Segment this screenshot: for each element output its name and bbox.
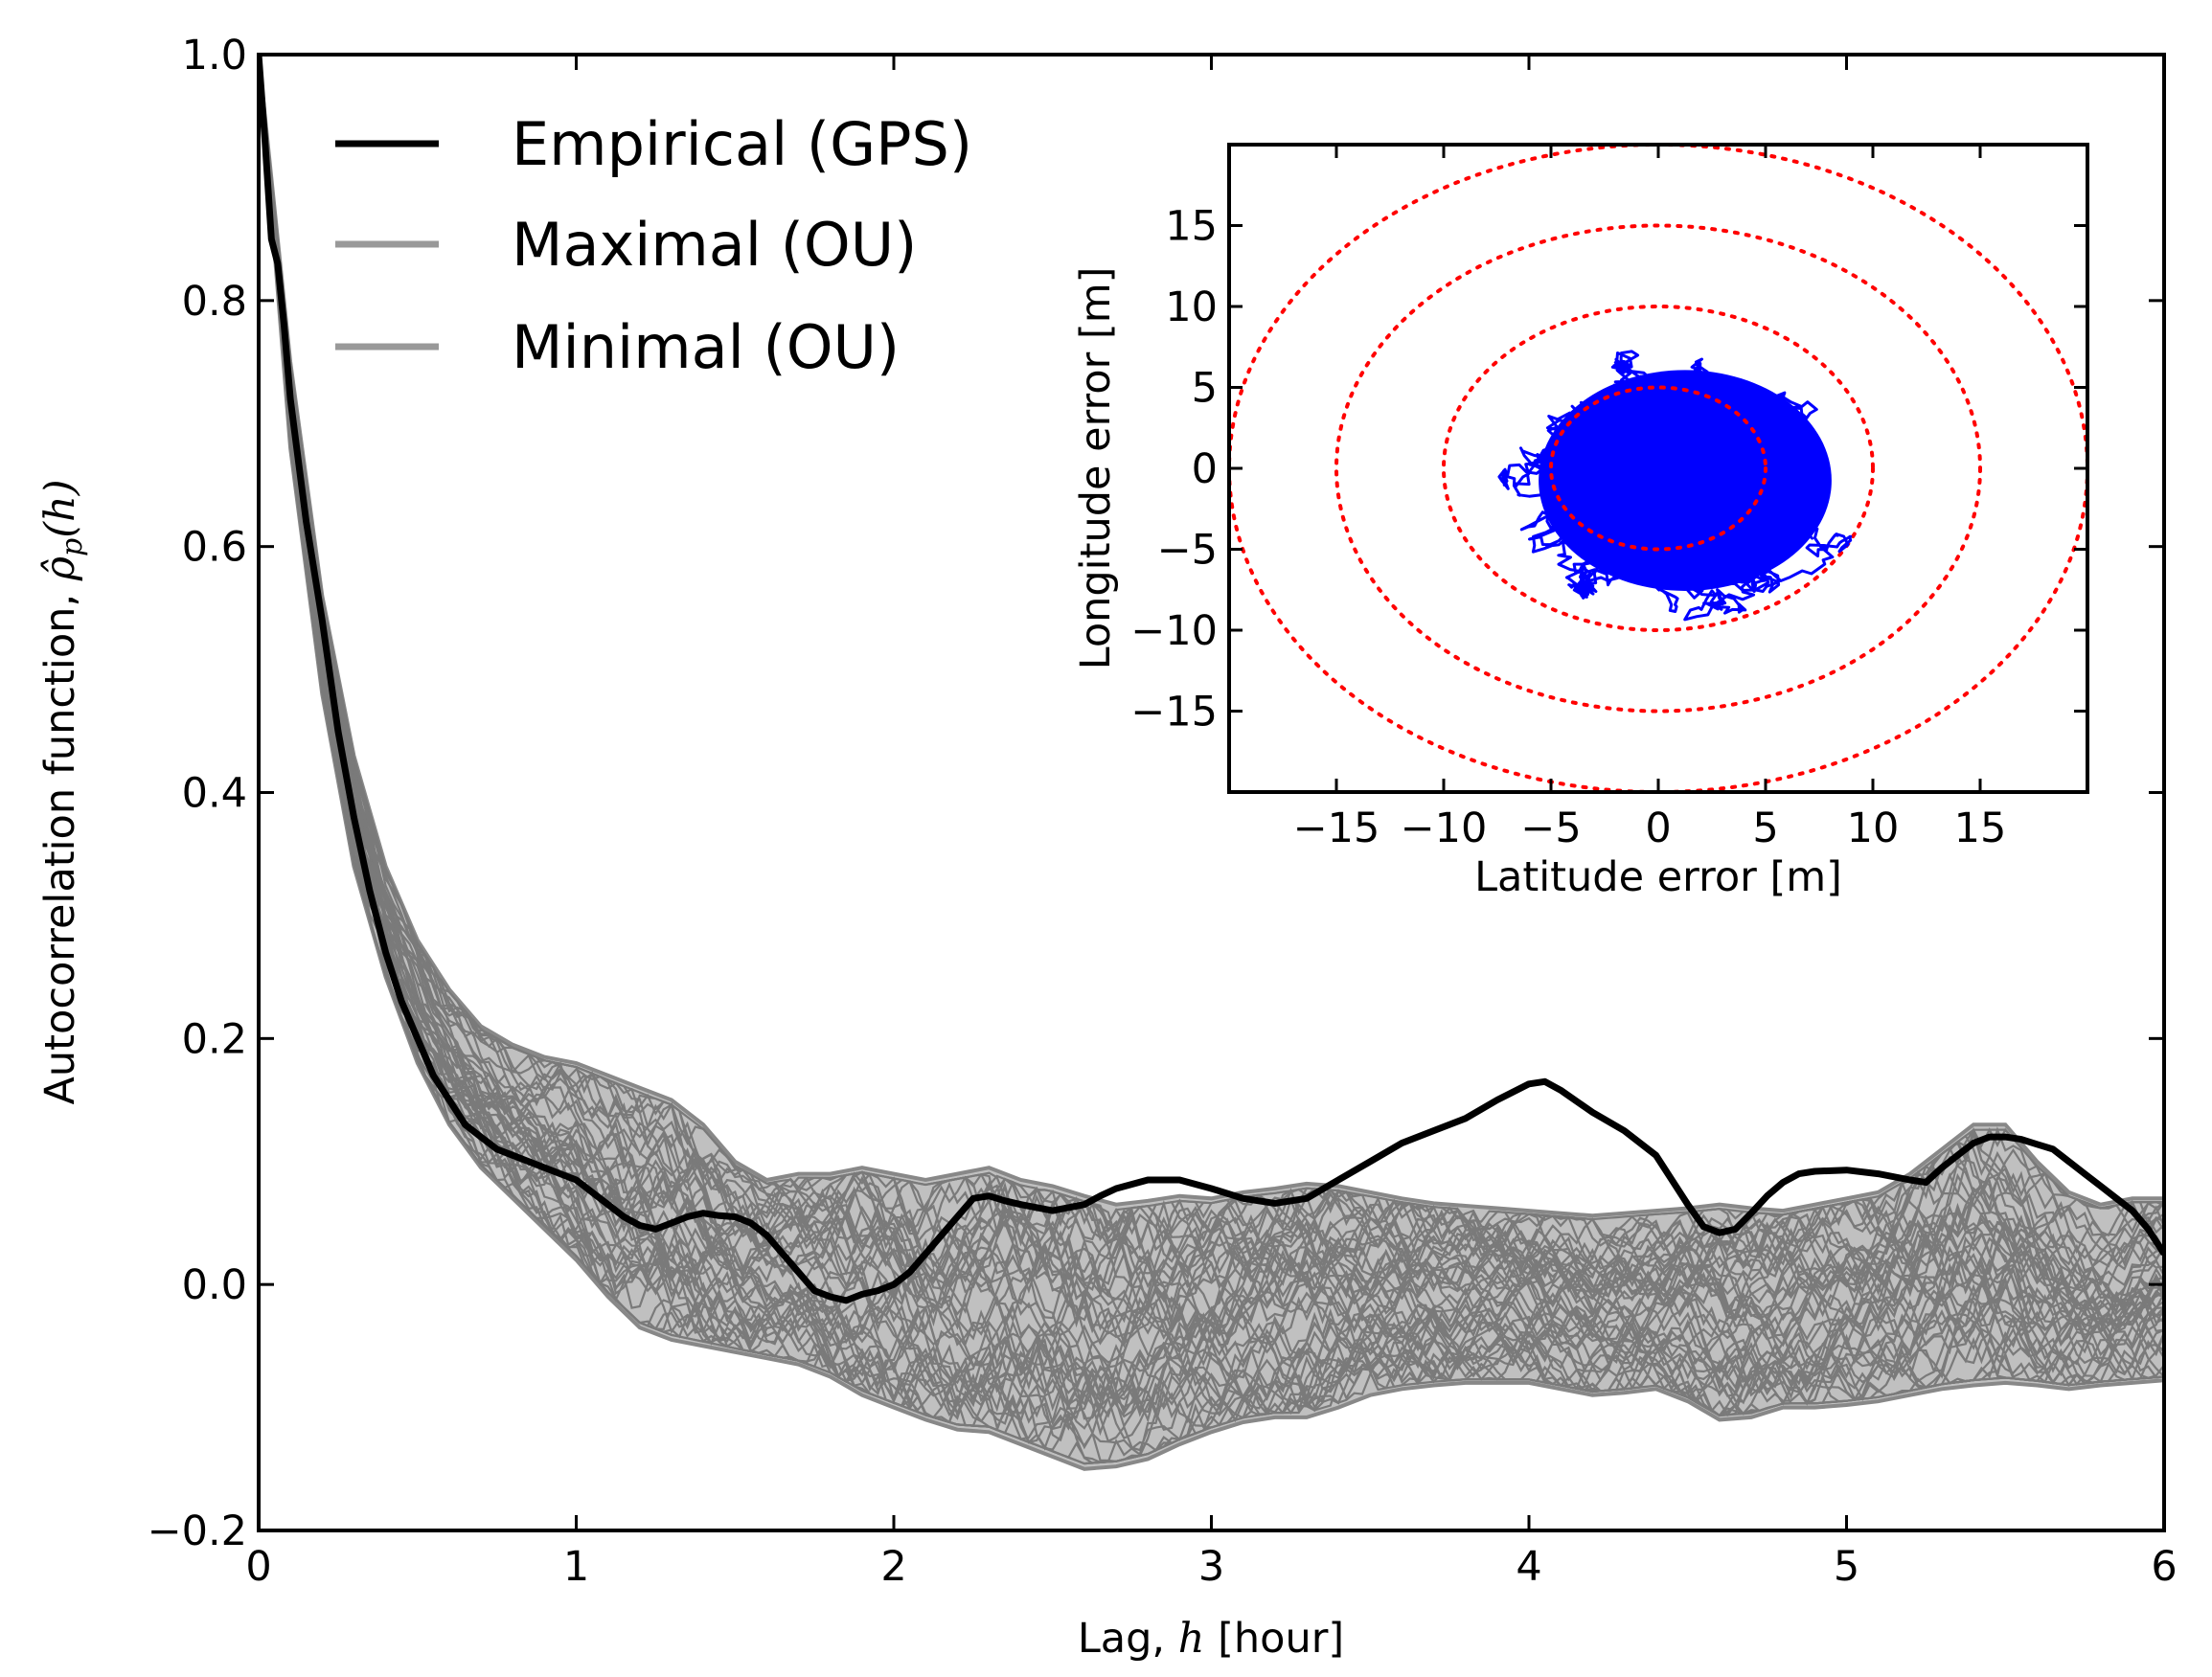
inset-x-axis-label: Latitude error [m] xyxy=(1474,853,1842,901)
x-axis-label: Lag, h [hour] xyxy=(1078,1615,1344,1663)
inset-y-axis-ticks: 15 10 5 0 −5 −10 −15 xyxy=(1130,203,2087,737)
reference-circle xyxy=(1442,305,1875,632)
inset-y-tick-label: 0 xyxy=(1192,445,1218,493)
x-tick-label: 3 xyxy=(1198,1543,1224,1591)
y-axis-label-var: ρ̂ xyxy=(36,556,84,581)
ou-sample-line xyxy=(259,55,2164,1448)
legend: Empirical (GPS) Maximal (OU) Minimal (OU… xyxy=(335,109,972,382)
legend-label-maximal: Maximal (OU) xyxy=(512,210,917,280)
inset-x-tick-label: −10 xyxy=(1401,805,1488,852)
y-tick-label: −0.2 xyxy=(148,1507,247,1555)
inset-y-tick-label: −5 xyxy=(1157,527,1218,575)
inset-x-tick-label: 0 xyxy=(1645,805,1671,852)
y-tick-label: 0.8 xyxy=(182,278,247,326)
inset-x-tick-label: −5 xyxy=(1520,805,1581,852)
y-tick-label: 1.0 xyxy=(182,32,247,79)
ou-sample-line xyxy=(259,55,2164,1351)
x-tick-label: 2 xyxy=(880,1543,906,1591)
y-tick-label: 0.6 xyxy=(182,524,247,572)
inset-x-tick-label: 5 xyxy=(1752,805,1778,852)
ou-sample-line xyxy=(259,55,2164,1346)
x-axis-label-var: h xyxy=(1178,1615,1205,1663)
empirical-gps-line xyxy=(259,55,2164,1304)
ou-sample-line xyxy=(259,55,2164,1387)
inset-y-tick-label: 10 xyxy=(1165,283,1218,331)
autocorrelation-chart: 0 1 2 3 4 5 6 −0.2 0.0 0.2 0.4 0.6 0.8 1.0 Lag, h [h… xyxy=(36,32,2178,1663)
inset-x-tick-label: 15 xyxy=(1954,805,2007,852)
inset-y-tick-label: −15 xyxy=(1130,689,1218,737)
inset-y-tick-label: −10 xyxy=(1130,607,1218,655)
inset-y-tick-label: 5 xyxy=(1192,365,1218,413)
plot-area xyxy=(259,55,2164,1471)
ou-sample-line xyxy=(259,55,2164,1444)
inset-x-axis-ticks: −15 −10 −5 0 5 10 15 xyxy=(1293,145,2007,852)
x-tick-label: 1 xyxy=(563,1543,589,1591)
ou-sample-line xyxy=(259,55,2164,1464)
x-axis-label-prefix: Lag, xyxy=(1078,1615,1178,1663)
ou-sample-line xyxy=(259,55,2164,1289)
x-tick-label: 4 xyxy=(1516,1543,1541,1591)
inset-plot-area xyxy=(1229,145,2087,792)
ou-sample-lines xyxy=(259,55,2164,1465)
x-tick-label: 5 xyxy=(1834,1543,1859,1591)
y-axis-ticks: −0.2 0.0 0.2 0.4 0.6 0.8 1.0 xyxy=(148,32,2164,1555)
gps-error-core xyxy=(1539,370,1832,591)
ou-sample-line xyxy=(259,55,2164,1465)
reference-circles xyxy=(1229,145,2087,792)
inset-y-axis-label: Longitude error [m] xyxy=(1072,267,1120,670)
legend-label-empirical: Empirical (GPS) xyxy=(512,109,972,179)
ou-sample-line xyxy=(259,55,2164,1322)
y-axis-label-prefix: Autocorrelation function, xyxy=(36,580,84,1104)
ou-sample-line xyxy=(259,55,2164,1305)
y-axis-label-sub: p xyxy=(56,538,89,556)
y-tick-label: 0.0 xyxy=(182,1261,247,1309)
reference-circle xyxy=(1334,223,1982,714)
x-tick-label: 6 xyxy=(2151,1543,2177,1591)
reference-circle-inner xyxy=(1549,385,1767,552)
y-axis-label-suffix: (h) xyxy=(36,480,84,538)
x-tick-label: 0 xyxy=(245,1543,271,1591)
gps-error-inset: −15 −10 −5 0 5 10 15 15 10 5 0 −5 −10 −15 Latitude e… xyxy=(1072,143,2089,901)
ou-sample-line xyxy=(259,55,2164,1437)
inset-x-tick-label: 10 xyxy=(1847,805,1900,852)
y-tick-label: 0.2 xyxy=(182,1015,247,1063)
y-axis-label: Autocorrelation function, ρ̂p(h) xyxy=(36,480,89,1105)
x-axis-label-suffix: [hour] xyxy=(1204,1615,1344,1663)
x-axis-ticks: 0 1 2 3 4 5 6 xyxy=(245,55,2178,1591)
inset-x-tick-label: −15 xyxy=(1293,805,1380,852)
ou-sample-line xyxy=(259,55,2164,1417)
legend-label-minimal: Minimal (OU) xyxy=(512,312,900,382)
inset-y-tick-label: 15 xyxy=(1165,203,1218,251)
y-tick-label: 0.4 xyxy=(182,770,247,818)
ou-sample-line xyxy=(259,55,2164,1351)
